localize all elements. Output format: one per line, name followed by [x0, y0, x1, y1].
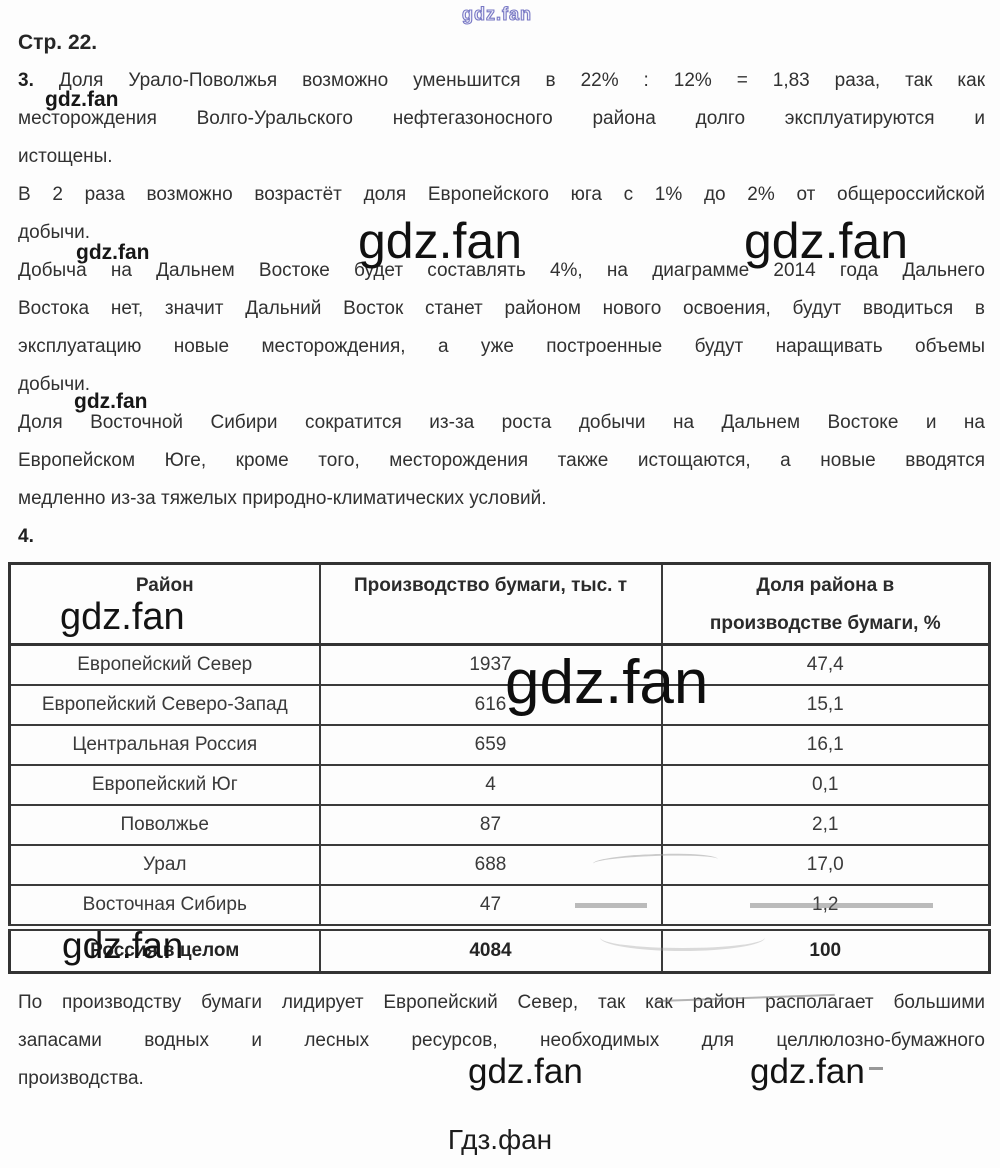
table-row: Центральная Россия 659 16,1: [8, 724, 991, 766]
paragraph-line: 4.: [18, 518, 985, 556]
paragraph-line: Европейском Юге, кроме того, месторожден…: [18, 450, 985, 471]
region-cell: Центральная Россия: [8, 724, 321, 766]
table-row: Поволжье 87 2,1: [8, 804, 991, 846]
table-header-row: Район Производство бумаги, тыс. т Доля р…: [8, 562, 991, 646]
paragraph-line: В 2 раза возможно возрастёт доля Европей…: [18, 184, 985, 205]
footer-brand: Гдз.фан: [447, 1124, 553, 1155]
production-cell: 47: [318, 884, 663, 929]
production-cell: 4084: [318, 924, 663, 974]
page-title: Стр. 22.: [18, 31, 98, 54]
paragraph-line: производства.: [18, 1068, 144, 1089]
production-cell: 659: [318, 724, 663, 766]
paragraph-line: добычи.: [18, 222, 90, 243]
share-cell: 47,4: [660, 643, 991, 686]
production-cell: 1937: [318, 643, 663, 686]
share-cell: 1,2: [660, 884, 991, 929]
paragraph-line: эксплуатацию новые месторождения, а уже …: [18, 336, 985, 357]
production-cell: 4: [318, 764, 663, 806]
production-cell: 688: [318, 844, 663, 886]
region-cell: Европейский Север: [8, 643, 321, 686]
paragraph-line: По производству бумаги лидирует Европейс…: [18, 992, 985, 1013]
paragraph-line: Добыча на Дальнем Востоке будет составля…: [18, 260, 985, 281]
table-row: Европейский Северо-Запад 616 15,1: [8, 684, 991, 726]
conclusion-text-block: По производству бумаги лидирует Европейс…: [18, 984, 985, 1098]
paragraph-line: медленно из-за тяжелых природно-климатич…: [18, 488, 547, 509]
region-cell: Европейский Северо-Запад: [8, 684, 321, 726]
share-cell: 17,0: [660, 844, 991, 886]
section-number: 4.: [18, 526, 34, 547]
share-cell: 0,1: [660, 764, 991, 806]
table-row: Урал 688 17,0: [8, 844, 991, 886]
header-region: Район: [8, 562, 321, 646]
region-cell: Восточная Сибирь: [8, 884, 321, 929]
paragraph-line: Доля Восточной Сибири сократится из-за р…: [18, 412, 985, 433]
share-cell: 2,1: [660, 804, 991, 846]
paragraph-line: Востока нет, значит Дальний Восток стане…: [18, 298, 985, 319]
answer-text-block: 3. Доля Урало-Поволжья возможно уменьшит…: [18, 62, 985, 556]
paragraph-line: истощены.: [18, 146, 113, 167]
share-cell: 16,1: [660, 724, 991, 766]
production-cell: 616: [318, 684, 663, 726]
paper-production-table: Район Производство бумаги, тыс. т Доля р…: [8, 562, 991, 974]
table-row: Европейский Север 1937 47,4: [8, 643, 991, 686]
region-cell: Европейский Юг: [8, 764, 321, 806]
region-cell: Урал: [8, 844, 321, 886]
share-cell: 100: [660, 924, 991, 974]
production-cell: 87: [318, 804, 663, 846]
paragraph-line: добычи.: [18, 374, 90, 395]
paragraph-line: 3. Доля Урало-Поволжья возможно уменьшит…: [18, 70, 986, 91]
paragraph-line: запасами водных и лесных ресурсов, необх…: [18, 1030, 985, 1051]
table-row: Восточная Сибирь 47 1,2: [8, 884, 991, 929]
header-share-line2: производстве бумаги, %: [709, 613, 941, 634]
region-cell: Россия в целом: [8, 924, 321, 974]
paragraph-line: месторождения Волго-Уральского нефтегазо…: [18, 108, 985, 129]
header-share: Доля района в производстве бумаги, %: [660, 562, 991, 646]
header-share-line1: Доля района в: [756, 575, 895, 596]
table-row: Европейский Юг 4 0,1: [8, 764, 991, 806]
region-cell: Поволжье: [8, 804, 321, 846]
share-cell: 15,1: [660, 684, 991, 726]
table-total-row: Россия в целом 4084 100: [8, 924, 991, 974]
section-number: 3.: [18, 70, 34, 91]
header-production: Производство бумаги, тыс. т: [318, 562, 663, 646]
watermark-gdzfan-top: gdz.fan: [461, 4, 532, 24]
